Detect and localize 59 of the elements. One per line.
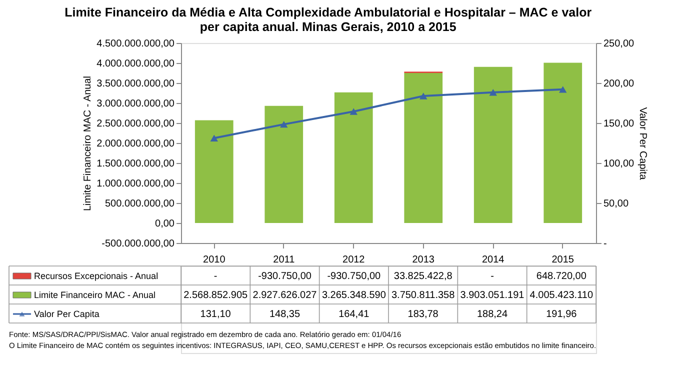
y2-tick-label: 150,00 [604,118,635,130]
y2-tick-label: 200,00 [604,78,635,90]
data-label: 4.005.423.110 [530,290,594,301]
legend-label: Valor Per Capita [34,309,100,319]
point [420,92,428,100]
chart-title: Limite Financeiro da Média e Alta Complexidade Ambulatorial e Hospitalar – MAC e valor per capita anual. Minas Gerais, 2010 a 2015 [64,6,592,34]
data-label: 188,24 [476,309,508,320]
y-axis-title: Limite Financeiro MAC - Anual [82,76,94,212]
x-tick-label: 2014 [482,254,505,266]
data-label: 2.927.626.027 [252,290,318,301]
data-label: 191,96 [546,309,578,320]
point [350,108,358,115]
y-tick-label: 1.000.000.000,00 [96,178,175,190]
text: - [490,271,494,282]
y-tick-label: 2.000.000.000,00 [96,138,175,150]
data-label: 148,35 [269,309,300,320]
point [489,89,497,96]
y-tick-label: -500.000.000,00 [102,238,175,250]
x-tick-label: 2011 [273,254,296,266]
legend-label: Recursos Excepcionais - Anual [34,271,158,281]
point [558,86,567,93]
point [280,120,288,128]
y-tick-label: 4.500.000.000,00 [96,38,175,50]
bar [194,120,234,223]
bar [334,92,373,223]
bar [404,72,443,223]
data-label: 2.568.852.905 [184,290,248,301]
bar [474,66,512,223]
data-label: 164,41 [338,309,370,320]
x-tick-label: 2012 [342,254,366,266]
data-label: 33.825.422,8 [394,271,453,282]
x-tick-label: 2015 [552,254,574,266]
bar [264,106,304,223]
y-tick-label: 1.500.000.000,00 [96,158,175,170]
text: - [214,271,218,282]
y2-axis-title: Valor Per Capita [637,107,648,180]
y-tick-label: 500.000.000,00 [104,198,175,210]
data-label: 3.265.348.590 [322,290,386,301]
data-label: -930.750,00 [258,271,312,282]
y-tick-label: 3.000.000.000,00 [96,98,175,110]
data-label: -930.750,00 [327,271,382,282]
x-tick-label: 2010 [203,254,226,266]
data-label: 131,10 [200,309,232,320]
data-label: 183,78 [408,309,439,320]
x-tick-label: 2013 [412,254,435,266]
point [210,134,218,142]
y-tick-label: 3.500.000.000,00 [96,78,175,90]
y2-tick-label: 50,00 [604,198,629,210]
data-label: 648.720,00 [536,271,587,282]
y2-tick-label: - [604,238,607,250]
y-tick-label: 0,00 [155,218,175,230]
y2-tick-label: 100,00 [604,158,635,170]
data-label: 3.750.811.358 [391,290,456,301]
legend-label: Limite Financeiro MAC - Anual [34,290,156,300]
bar [544,62,582,223]
y-tick-label: 2.500.000.000,00 [96,118,175,130]
y2-tick-label: 250,00 [604,38,635,50]
data-label: 3.903.051.191 [460,290,525,301]
y-tick-label: 4.000.000.000,00 [96,58,175,70]
